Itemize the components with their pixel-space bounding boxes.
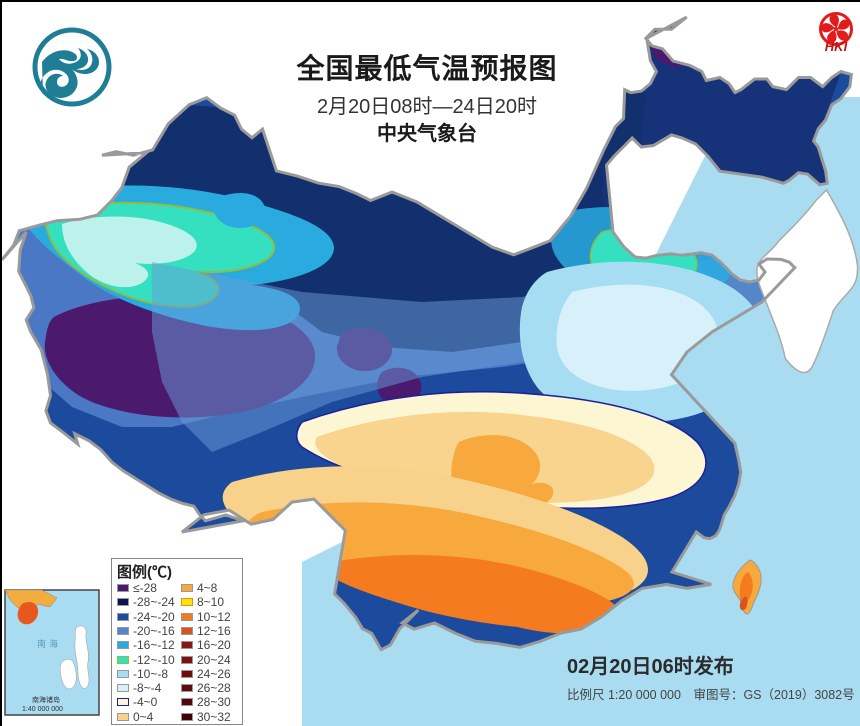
svg-text:1:40 000 000: 1:40 000 000 bbox=[22, 706, 63, 713]
svg-text:南海: 南海 bbox=[37, 638, 61, 649]
svg-text:HKI: HKI bbox=[825, 39, 848, 54]
svg-text:南海诸岛: 南海诸岛 bbox=[32, 695, 60, 704]
